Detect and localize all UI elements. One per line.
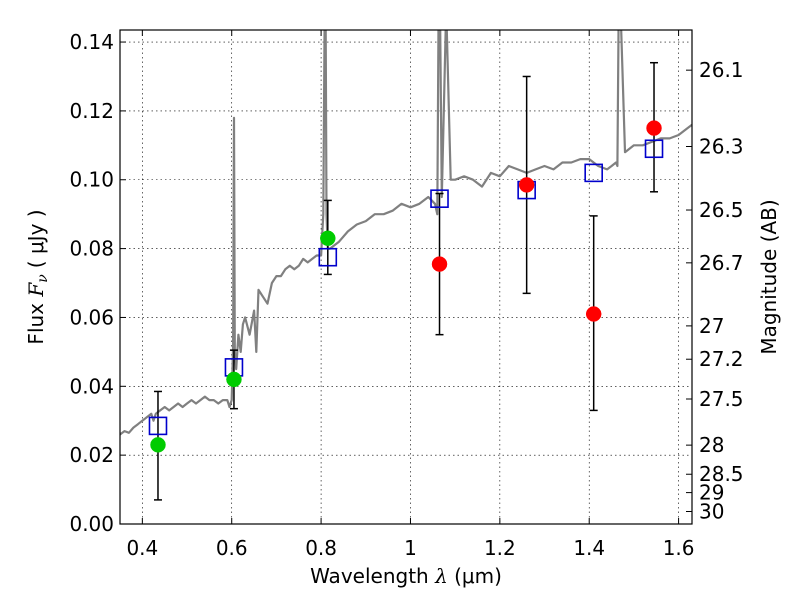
plot-area [120,30,692,501]
model-spectrum-line [120,30,692,436]
observed-flux-point [518,177,535,193]
mag-tick-label: 27.2 [699,347,744,371]
plot-frame [119,29,693,525]
y2-axis-title: Magnitude (AB) [757,199,781,354]
observed-flux-point [585,306,602,322]
x-tick-label: 1.2 [484,536,516,560]
y-axis-title: Flux Fν( μJy ) [24,209,51,344]
observed-flux-point [431,256,448,272]
model-photometry-point [430,189,449,208]
model-photometry-point [644,139,664,159]
x-tick-label: 1 [404,536,417,560]
model-photometry-point [148,416,168,436]
mag-tick-label: 29 [699,481,724,505]
y-tick-label: 0.14 [69,30,114,54]
mag-tick-label: 26.1 [699,58,744,82]
observed-flux-point [646,120,662,136]
x-tick-label: 1.4 [573,536,605,560]
y-tick-label: 0.12 [69,99,114,123]
axis-ticks: 0.4 0.6 0.8 1 1.2 1.4 1.6 0.00 0.02 0.04 0.06 0.08 0… [69,30,744,560]
y-tick-label: 0.06 [69,305,114,329]
mag-tick-label: 27 [699,314,724,338]
y-tick-label: 0.04 [69,374,114,398]
y-tick-label: 0.10 [69,168,114,192]
x-tick-label: 1.6 [663,536,695,560]
mag-tick-label: 27.5 [699,387,744,411]
y-tick-label: 0.00 [69,512,114,536]
x-tick-label: 0.8 [305,536,337,560]
mag-tick-label: 26.3 [699,135,744,159]
mag-tick-label: 30 [699,500,724,524]
x-tick-label: 0.6 [216,536,248,560]
y-tick-label: 0.02 [69,443,114,467]
model-photometry-point [318,247,338,267]
x-tick-label: 0.4 [126,536,158,560]
mag-tick-label: 28 [699,433,724,457]
mag-tick-label: 26.5 [699,198,744,222]
mag-tick-label: 26.7 [699,251,744,275]
mag-tick-label: 28.5 [699,462,744,486]
observed-flux-point [150,437,166,453]
y-tick-label: 0.08 [69,237,114,261]
observed-flux-point [320,230,336,247]
model-photometry-point [584,163,603,183]
x-axis-title: Wavelength λ (μm) [310,564,502,588]
observed-flux-point [226,371,242,388]
